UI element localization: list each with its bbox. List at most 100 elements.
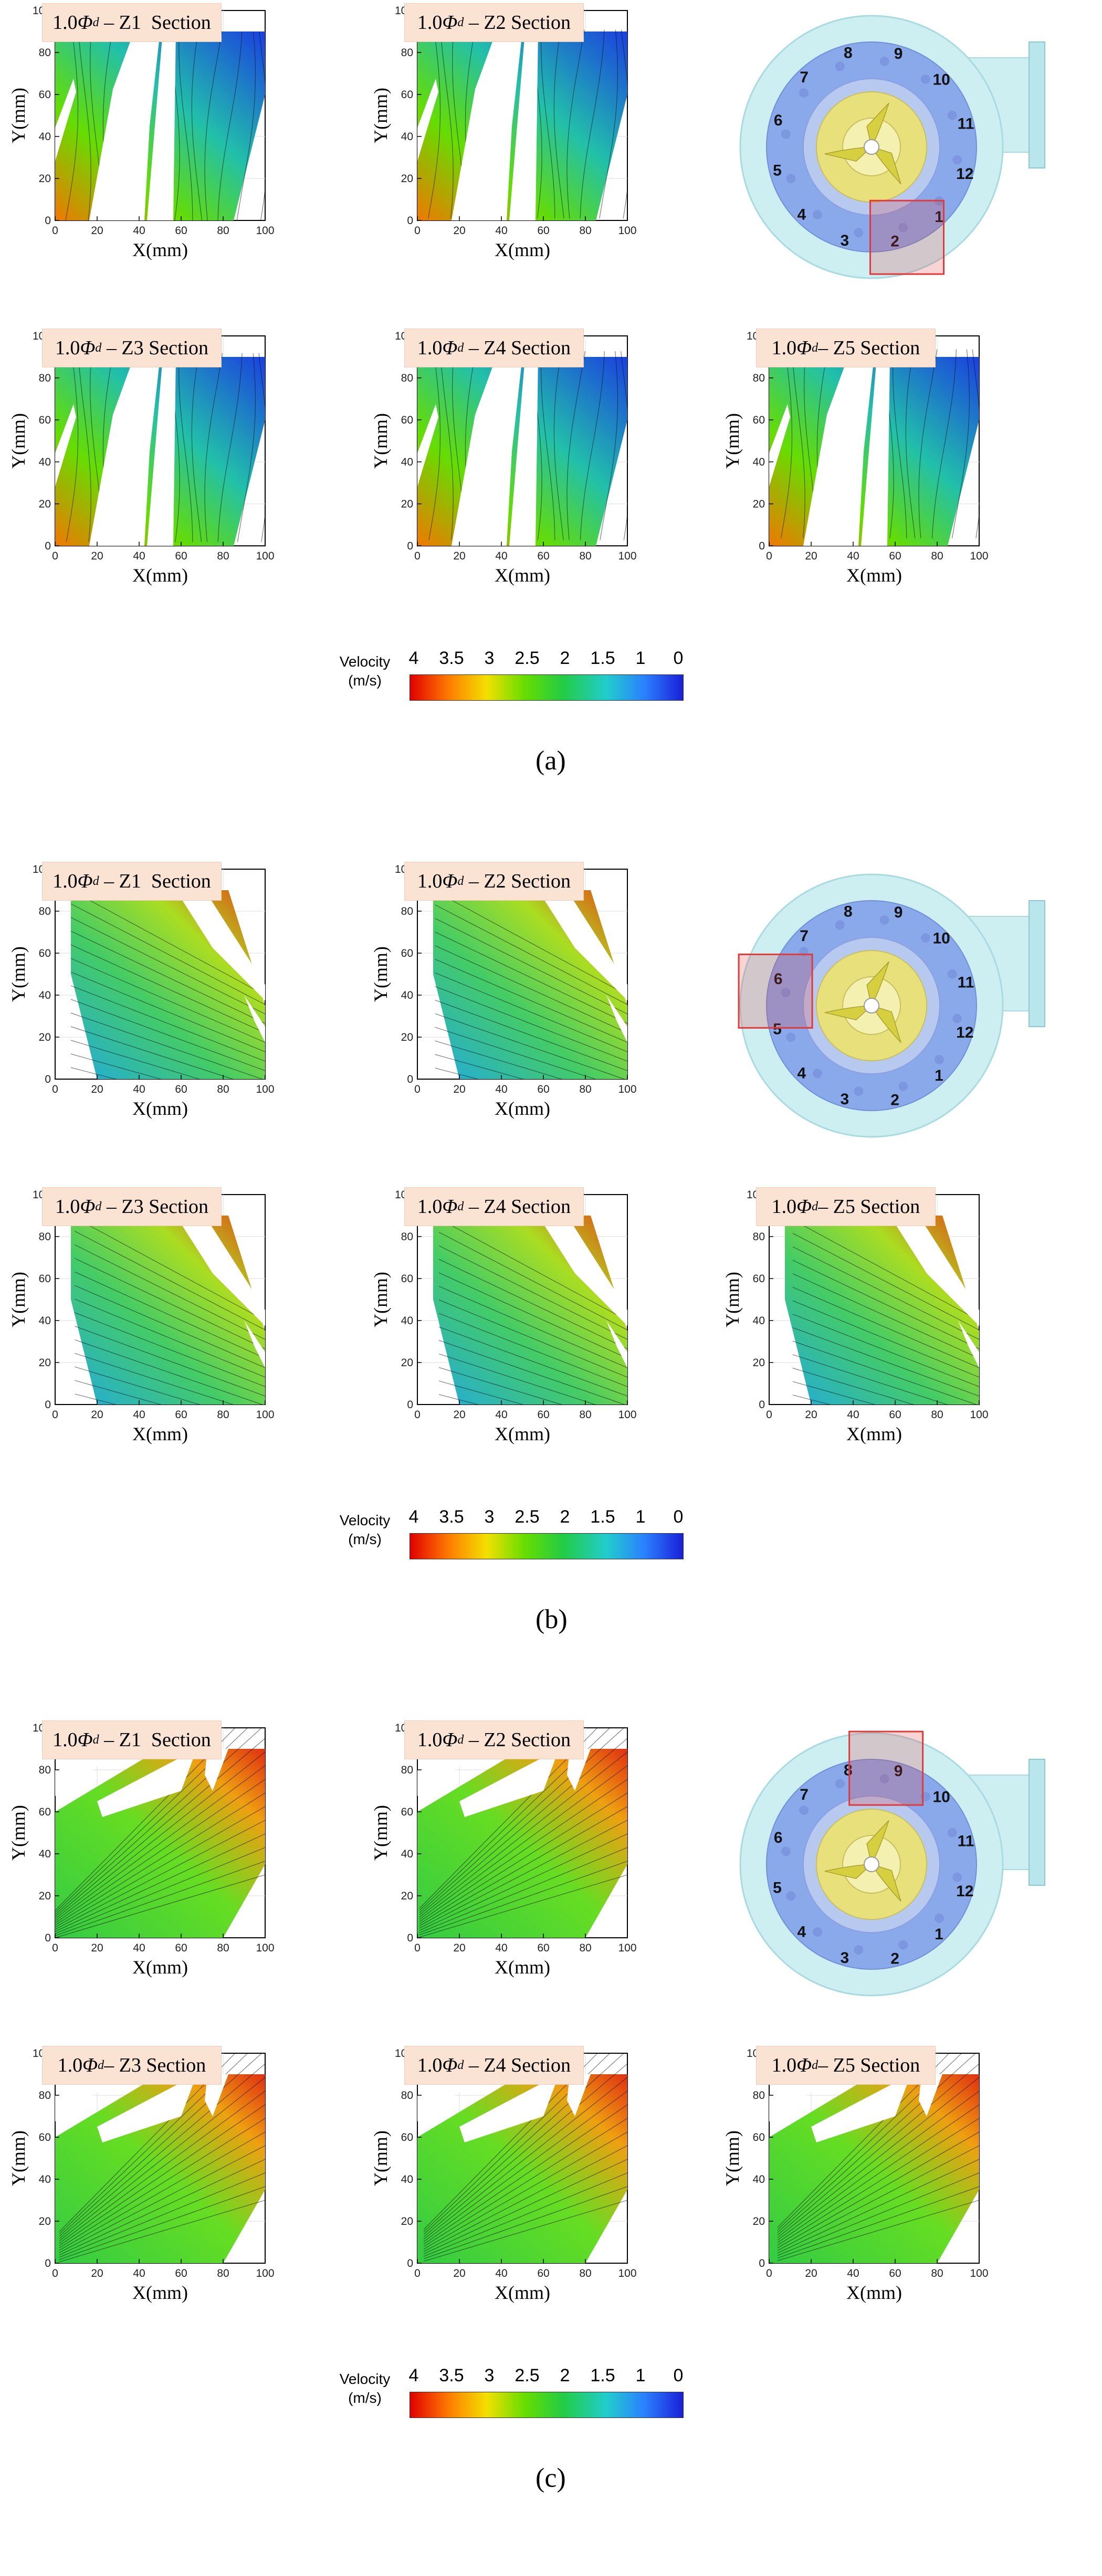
x-tick-label: 40	[133, 1409, 145, 1421]
streamline	[435, 1027, 596, 1079]
streamline	[423, 2200, 627, 2262]
plot-svg: 020406080100020406080100X(mm)Y(mm)	[370, 1722, 637, 1978]
x-tick-label: 60	[175, 550, 187, 562]
streamline	[777, 2091, 979, 2241]
y-tick-label: 0	[759, 2257, 765, 2269]
x-axis-title: X(mm)	[495, 1098, 550, 1119]
y-tick-label: 60	[753, 414, 765, 426]
streamline	[423, 2186, 627, 2260]
vane-number: 9	[894, 904, 903, 921]
plot-svg: 020406080100020406080100X(mm)Y(mm)	[8, 1189, 275, 1444]
y-tick-label: 0	[45, 540, 51, 552]
x-axis-title: X(mm)	[132, 1098, 188, 1119]
streamline	[621, 351, 627, 541]
y-tick-label: 20	[401, 1031, 413, 1043]
streamline	[66, 353, 79, 542]
label-section-name: – Z2 Section	[464, 1729, 571, 1751]
y-tick-label: 40	[753, 1315, 765, 1327]
blade-region	[606, 1321, 627, 1368]
y-tick-label: 40	[39, 456, 51, 468]
x-axis-title: X(mm)	[132, 1423, 188, 1444]
label-flow-factor: 1.0	[417, 337, 443, 359]
streamline	[70, 903, 265, 1005]
vane-number: 2	[890, 1950, 899, 1968]
streamline	[438, 1300, 627, 1378]
streamline	[70, 1012, 264, 1079]
label-flow-factor: 1.0	[417, 12, 443, 34]
x-axis-title: X(mm)	[495, 2282, 550, 2303]
x-tick-label: 80	[579, 225, 591, 237]
streamline	[75, 1380, 162, 1405]
streamline	[435, 904, 627, 1005]
y-tick-label: 40	[39, 2173, 51, 2186]
streamline	[792, 1381, 876, 1405]
label-section-name: – Z1 Section	[99, 1729, 211, 1751]
streamline	[621, 29, 627, 219]
vane-number: 4	[797, 206, 806, 223]
streamline	[258, 353, 265, 542]
x-axis-title: X(mm)	[132, 239, 188, 260]
x-tick-label: 40	[847, 2267, 859, 2279]
streamline	[423, 2145, 627, 2252]
y-tick-label: 60	[39, 1273, 51, 1285]
blade-region	[459, 2074, 559, 2142]
vane-hole	[835, 1779, 845, 1789]
blade-region	[803, 357, 874, 546]
vane-hole	[781, 1846, 791, 1856]
x-tick-label: 20	[91, 1942, 103, 1954]
vane-number: 7	[800, 69, 809, 86]
x-tick-label: 40	[133, 2267, 145, 2279]
x-tick-label: 80	[217, 1409, 229, 1421]
streamline	[918, 349, 938, 539]
x-tick-label: 40	[495, 1083, 507, 1095]
y-tick-label: 0	[45, 1932, 51, 1944]
label-flow-factor: 1.0	[53, 12, 78, 34]
legend-title: Velocity (m/s)	[326, 652, 404, 690]
streamline	[792, 1300, 979, 1378]
x-tick-label: 80	[217, 1942, 229, 1954]
streamline	[419, 1779, 627, 1922]
x-tick-label: 20	[453, 550, 465, 562]
x-tick-label: 20	[91, 1409, 103, 1421]
plot-svg: 020406080100020406080100X(mm)Y(mm)	[8, 2047, 275, 2303]
y-tick-label: 20	[39, 1890, 51, 1902]
streamline	[553, 351, 564, 541]
vane-number: 2	[890, 1092, 899, 1109]
streamline	[423, 2053, 625, 2235]
streamline	[777, 2172, 979, 2256]
x-tick-label: 0	[414, 550, 421, 562]
label-flow-factor: 1.0	[57, 2054, 83, 2076]
legend-tick-label: 3	[484, 1507, 495, 1527]
streamline	[75, 1298, 265, 1378]
streamline	[419, 1806, 627, 1927]
legend-title-unit: (m/s)	[348, 2390, 382, 2406]
y-tick-label: 20	[753, 2215, 765, 2227]
streamline	[59, 2200, 265, 2263]
x-axis-title: X(mm)	[495, 1957, 550, 1978]
streamline	[70, 972, 265, 1052]
y-axis-title: Y(mm)	[8, 1805, 29, 1861]
vane-number: 6	[774, 1829, 783, 1846]
blade-region	[459, 1749, 559, 1817]
label-phi-subscript: d	[98, 2058, 104, 2072]
plot-svg: 020406080100020406080100X(mm)Y(mm)	[722, 330, 989, 586]
vane-hole	[920, 75, 930, 85]
x-tick-label: 80	[217, 225, 229, 237]
legend-tick-label: 0	[673, 1507, 684, 1527]
y-tick-label: 60	[401, 1806, 413, 1818]
streamline	[59, 2077, 265, 2242]
streamline	[580, 351, 605, 541]
y-axis-title: Y(mm)	[370, 2130, 391, 2186]
y-tick-label: 20	[39, 1031, 51, 1043]
y-tick-label: 20	[401, 173, 413, 185]
x-tick-label: 80	[217, 1083, 229, 1095]
x-tick-label: 60	[175, 225, 187, 237]
x-tick-label: 80	[579, 1409, 591, 1421]
streamline	[580, 29, 605, 219]
figure-panel: 020406080100020406080100X(mm)Y(mm)1.0Φd …	[0, 859, 1102, 1717]
shaft-icon	[864, 1856, 879, 1872]
streamline	[435, 972, 627, 1052]
label-section-name: – Z3 Section	[104, 2054, 206, 2076]
streamline	[423, 2053, 598, 2230]
